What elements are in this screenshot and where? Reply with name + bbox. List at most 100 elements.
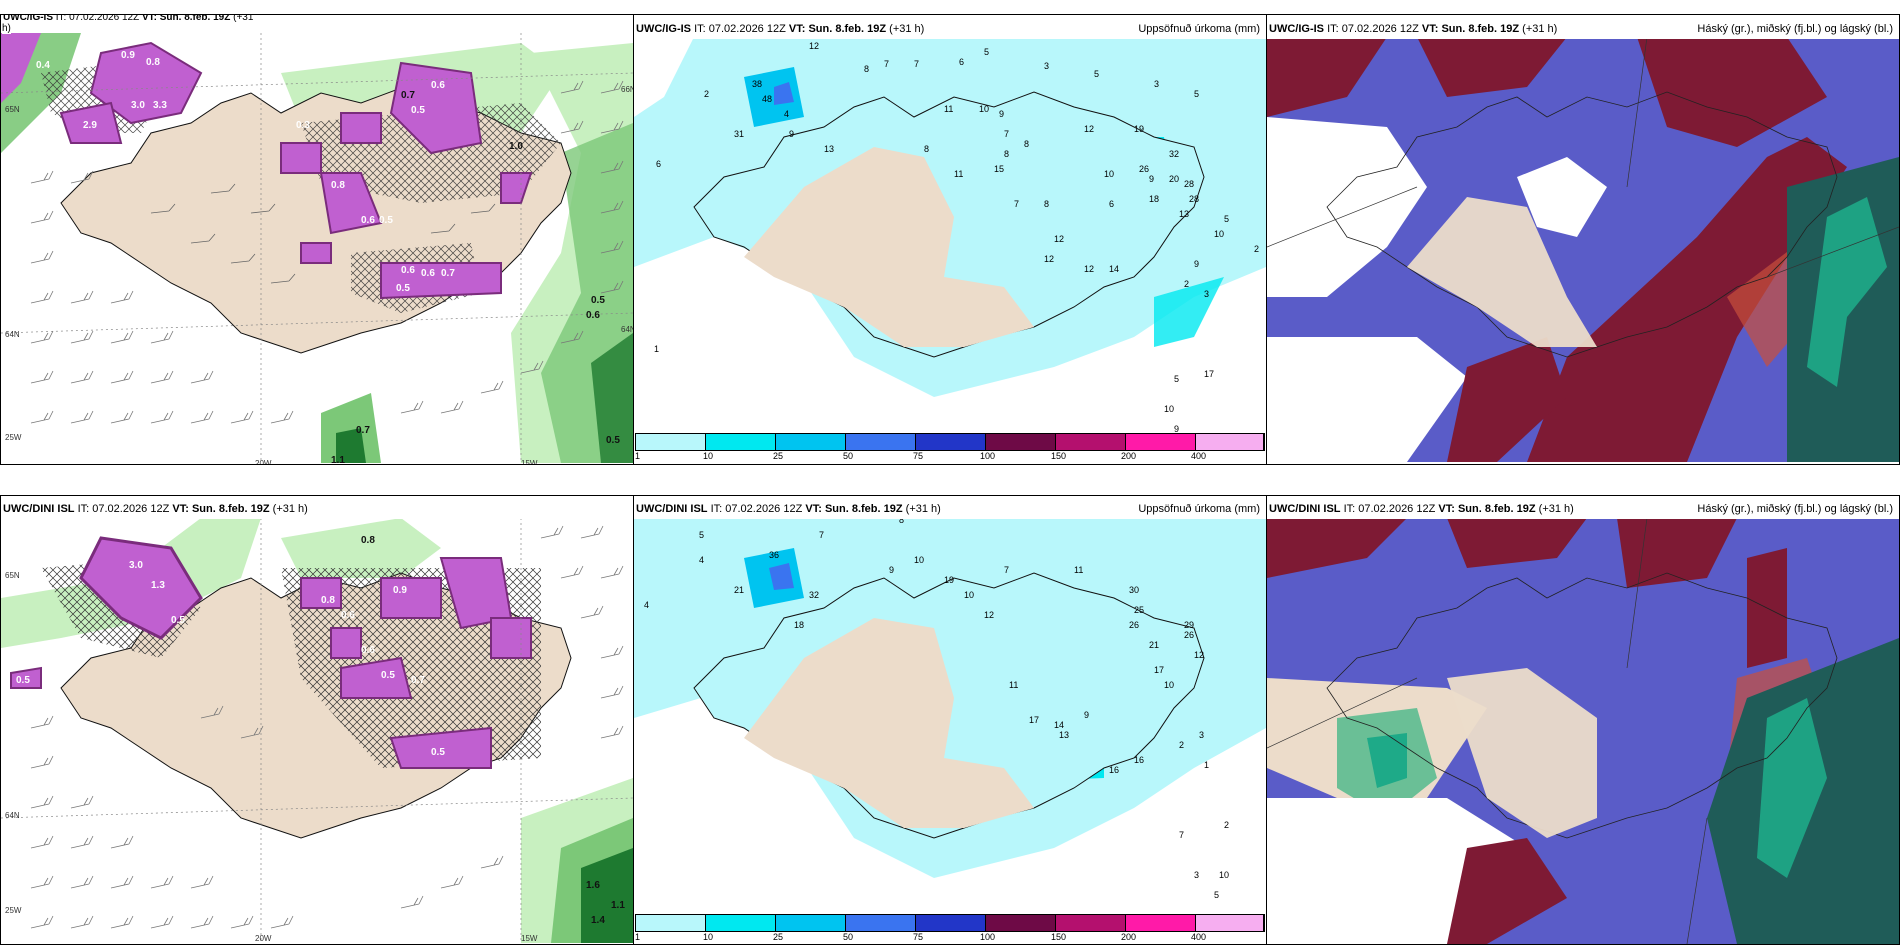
lat-label: 66N xyxy=(621,85,633,94)
precip-legend xyxy=(635,433,1265,451)
legend-swatch xyxy=(636,434,706,450)
legend-swatch xyxy=(776,434,846,450)
svg-text:10: 10 xyxy=(979,104,989,114)
svg-text:0.5: 0.5 xyxy=(379,215,393,226)
svg-text:8: 8 xyxy=(1024,139,1029,149)
vt-label: VT: xyxy=(805,503,822,515)
svg-text:26: 26 xyxy=(1184,630,1194,640)
svg-text:12: 12 xyxy=(1084,264,1094,274)
svg-text:12: 12 xyxy=(1054,234,1064,244)
svg-text:13: 13 xyxy=(824,144,834,154)
precip-legend xyxy=(635,914,1265,932)
svg-text:0.6: 0.6 xyxy=(586,310,600,321)
svg-text:14: 14 xyxy=(1054,720,1064,730)
lon-label: 20W xyxy=(255,459,272,465)
svg-text:25: 25 xyxy=(1134,605,1144,615)
lon-label: 15W xyxy=(521,934,538,943)
svg-text:4: 4 xyxy=(644,600,649,610)
svg-text:8: 8 xyxy=(899,518,904,525)
legend-swatch xyxy=(1056,915,1126,931)
panel-title: UWC/DINI ISL IT: 07.02.2026 12Z VT: Sun.… xyxy=(634,499,1266,519)
map-wind-precip: 0.4 0.9 0.8 3.0 3.3 2.9 0.7 0.6 1.0 0.5 … xyxy=(1,33,633,463)
svg-text:1.0: 1.0 xyxy=(509,141,523,152)
svg-text:21: 21 xyxy=(734,585,744,595)
svg-text:9: 9 xyxy=(1084,710,1089,720)
panel-title: UWC/DINI ISL IT: 07.02.2026 12Z VT: Sun.… xyxy=(1,499,633,519)
svg-text:3: 3 xyxy=(1204,289,1209,299)
lead-time: (+31 h) xyxy=(1538,503,1574,515)
lat-label: 64N xyxy=(621,325,633,334)
svg-text:1.1: 1.1 xyxy=(331,455,345,463)
svg-text:21: 21 xyxy=(1149,640,1159,650)
svg-text:36: 36 xyxy=(769,550,779,560)
svg-text:32: 32 xyxy=(809,590,819,600)
lead-wrap: h) xyxy=(2,23,11,34)
vt-value: Sun. 8.feb. 19Z xyxy=(808,23,887,35)
it-value: 07.02.2026 12Z xyxy=(725,503,803,515)
svg-text:0.9: 0.9 xyxy=(121,50,135,61)
svg-text:10: 10 xyxy=(1214,229,1224,239)
svg-text:17: 17 xyxy=(1029,715,1039,725)
svg-text:7: 7 xyxy=(884,59,889,69)
svg-text:8: 8 xyxy=(1004,149,1009,159)
svg-text:3.0: 3.0 xyxy=(129,560,143,571)
model-name: UWC/IG-IS xyxy=(3,14,53,23)
panel-precip-row2: UWC/DINI ISL IT: 07.02.2026 12Z VT: Sun.… xyxy=(633,495,1267,945)
svg-text:18: 18 xyxy=(1149,194,1159,204)
panel-title: UWC/IG-IS IT: 07.02.2026 12Z VT: Sun. 8.… xyxy=(634,19,1266,39)
vt-value: Sun. 8.feb. 19Z xyxy=(159,14,231,23)
svg-text:1.4: 1.4 xyxy=(591,915,605,926)
legend-swatch xyxy=(1196,434,1264,450)
svg-text:9: 9 xyxy=(1174,424,1179,434)
svg-text:12: 12 xyxy=(1194,650,1204,660)
svg-text:4: 4 xyxy=(784,109,789,119)
legend-swatch xyxy=(1126,434,1196,450)
lead-time: (+31 h) xyxy=(1522,23,1558,35)
svg-text:6: 6 xyxy=(959,57,964,67)
legend-swatch xyxy=(986,434,1056,450)
svg-text:0.7: 0.7 xyxy=(411,675,425,686)
legend-swatch xyxy=(916,915,986,931)
svg-text:11: 11 xyxy=(1009,680,1018,690)
svg-text:2: 2 xyxy=(1254,244,1259,254)
svg-text:10: 10 xyxy=(1164,680,1174,690)
legend-swatch xyxy=(986,915,1056,931)
legend-swatch xyxy=(636,915,706,931)
vt-label: VT: xyxy=(141,14,157,23)
lat-label: 25W xyxy=(5,433,22,442)
legend-swatch xyxy=(916,434,986,450)
svg-text:7: 7 xyxy=(819,530,824,540)
svg-text:16: 16 xyxy=(1134,755,1144,765)
svg-text:2: 2 xyxy=(1224,820,1229,830)
svg-text:8: 8 xyxy=(1044,199,1049,209)
svg-text:1.6: 1.6 xyxy=(586,880,600,891)
svg-text:0.4: 0.4 xyxy=(36,60,50,71)
svg-text:0.5: 0.5 xyxy=(606,435,620,446)
legend-swatch xyxy=(706,434,776,450)
model-name: UWC/IG-IS xyxy=(1269,23,1324,35)
panel-wind-row1: UWC/IG-IS IT: 07.02.2026 12Z VT: Sun. 8.… xyxy=(0,14,634,465)
svg-text:30: 30 xyxy=(1129,585,1139,595)
cloud-label: Háský (gr.), miðský (fj.bl.) og lágský (… xyxy=(1697,23,1893,35)
svg-text:7: 7 xyxy=(1014,199,1019,209)
svg-text:0.5: 0.5 xyxy=(16,675,30,686)
panel-title: UWC/IG-IS IT: 07.02.2026 12Z VT: Sun. 8.… xyxy=(1267,19,1899,39)
svg-text:12: 12 xyxy=(1084,124,1094,134)
it-value: 07.02.2026 12Z xyxy=(92,503,170,515)
svg-text:0.5: 0.5 xyxy=(381,670,395,681)
svg-text:32: 32 xyxy=(1169,149,1179,159)
svg-text:13: 13 xyxy=(1059,730,1069,740)
it-label: IT: xyxy=(55,14,67,23)
svg-text:17: 17 xyxy=(1154,665,1164,675)
svg-text:12: 12 xyxy=(809,41,819,51)
svg-text:26: 26 xyxy=(1139,164,1149,174)
lat-label: 65N xyxy=(5,571,20,580)
svg-text:0.6: 0.6 xyxy=(341,610,355,621)
precip-label: Uppsöfnuð úrkoma (mm) xyxy=(1138,503,1260,515)
vt-value: Sun. 8.feb. 19Z xyxy=(1457,503,1536,515)
svg-text:29: 29 xyxy=(1184,620,1194,630)
svg-text:6: 6 xyxy=(1109,199,1114,209)
svg-text:0.5: 0.5 xyxy=(396,283,410,294)
svg-text:19: 19 xyxy=(944,575,954,585)
svg-text:9: 9 xyxy=(889,565,894,575)
